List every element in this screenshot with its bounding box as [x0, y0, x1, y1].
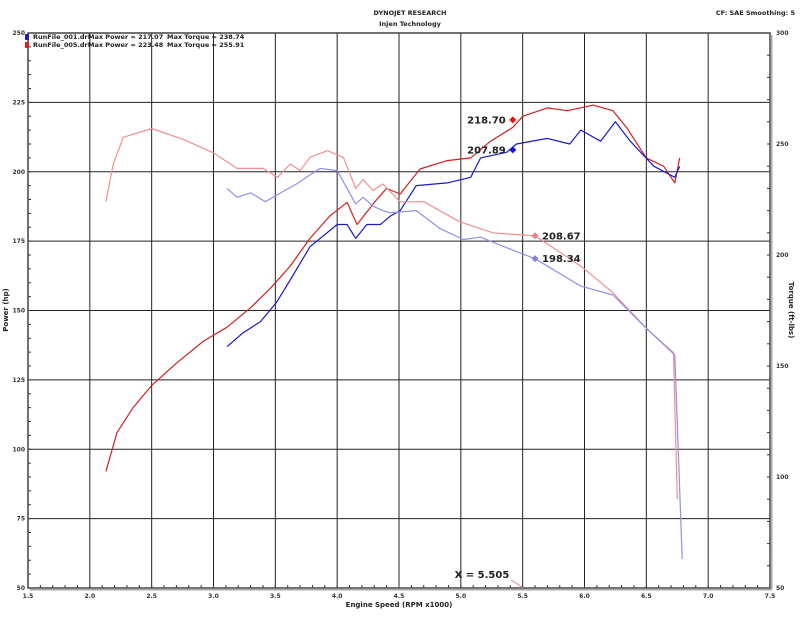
x-tick-label: 5.0: [456, 593, 467, 600]
marker-diamond-218.70: [509, 116, 517, 124]
x-tick-label: 5.5: [517, 593, 528, 600]
power-line-runfile-001-drf: [226, 121, 681, 348]
x-tick-label: 6.0: [579, 593, 590, 600]
y-tick-label: 125: [12, 377, 25, 384]
y-tick-label: 175: [12, 238, 25, 245]
header-subtitle: Injen Technology: [379, 20, 441, 28]
legend-max-power: Max Power = 223.48: [88, 41, 164, 49]
y2-tick-label: 150: [776, 363, 789, 370]
header-settings: CF: SAE Smoothing: 5: [716, 9, 796, 17]
legend-swatch: [25, 34, 29, 40]
y-axis-label: Power (hp): [2, 288, 10, 331]
marker-diamond-198.34: [531, 255, 539, 263]
header-company: DYNOJET RESEARCH: [374, 9, 447, 17]
x-tick-label: 4.5: [394, 593, 405, 600]
legend-file: RunFile_005.drf: [33, 41, 91, 49]
torque-line-runfile-005-drf: [105, 127, 678, 500]
legend-max-torque: Max Torque = 238.74: [167, 33, 245, 41]
y2-tick-label: 200: [776, 252, 789, 259]
x-tick-label: 2.0: [85, 593, 96, 600]
y-tick-label: 200: [12, 169, 25, 176]
legend-max-power: Max Power = 217.07: [88, 33, 163, 41]
x-tick-label: 3.0: [208, 593, 219, 600]
series-group: [105, 104, 683, 560]
legend-max-torque: Max Torque = 255.91: [167, 41, 245, 49]
x-tick-label: 4.0: [332, 593, 343, 600]
y-tick-label: 225: [12, 99, 25, 106]
annotation-label: 198.34: [542, 254, 581, 265]
y2-tick-label: 100: [776, 474, 789, 481]
annotations: 218.70 207.89 208.67 198.34 X = 5.505: [455, 115, 581, 589]
marker-diamond-207.89: [509, 146, 517, 154]
plot-frame: [27, 32, 771, 589]
y2-axis-label: Torque (ft-lbs): [787, 282, 795, 339]
cursor-leader: [511, 579, 524, 589]
y2-tick-label: 50: [776, 585, 784, 592]
x-tick-label: 6.5: [641, 593, 652, 600]
legend-swatch: [25, 42, 29, 48]
y-tick-label: 75: [17, 516, 25, 523]
power-line-runfile-005-drf: [105, 104, 681, 472]
y-tick-label: 50: [17, 585, 25, 592]
x-tick-label: 2.5: [146, 593, 157, 600]
y-tick-label: 250: [12, 30, 25, 37]
x-axis-label: Engine Speed (RPM x1000): [346, 601, 453, 609]
legend-file: RunFile_001.drf: [33, 33, 91, 41]
annotation-label: 207.89: [467, 145, 506, 156]
x-tick-label: 7.0: [703, 593, 714, 600]
y2-tick-label: 300: [776, 30, 789, 37]
annotation-label: 208.67: [542, 231, 581, 242]
cursor-label: X = 5.505: [455, 570, 510, 581]
marker-diamond-208.67: [531, 232, 539, 240]
torque-line-runfile-001-drf: [226, 167, 683, 560]
x-tick-label: 1.5: [23, 593, 34, 600]
y2-tick-label: 250: [776, 141, 789, 148]
annotation-label: 218.70: [467, 115, 506, 126]
x-tick-label: 7.5: [765, 593, 776, 600]
y-tick-label: 100: [12, 446, 25, 453]
y-tick-label: 150: [12, 308, 25, 315]
x-tick-label: 3.5: [270, 593, 281, 600]
grid: [27, 32, 771, 589]
axes: 1.5 2.0 2.5 3.0 3.5 4.0 4.5 5.0 5.5 6.0 6.5 7.0 7.5 2…: [12, 30, 788, 600]
